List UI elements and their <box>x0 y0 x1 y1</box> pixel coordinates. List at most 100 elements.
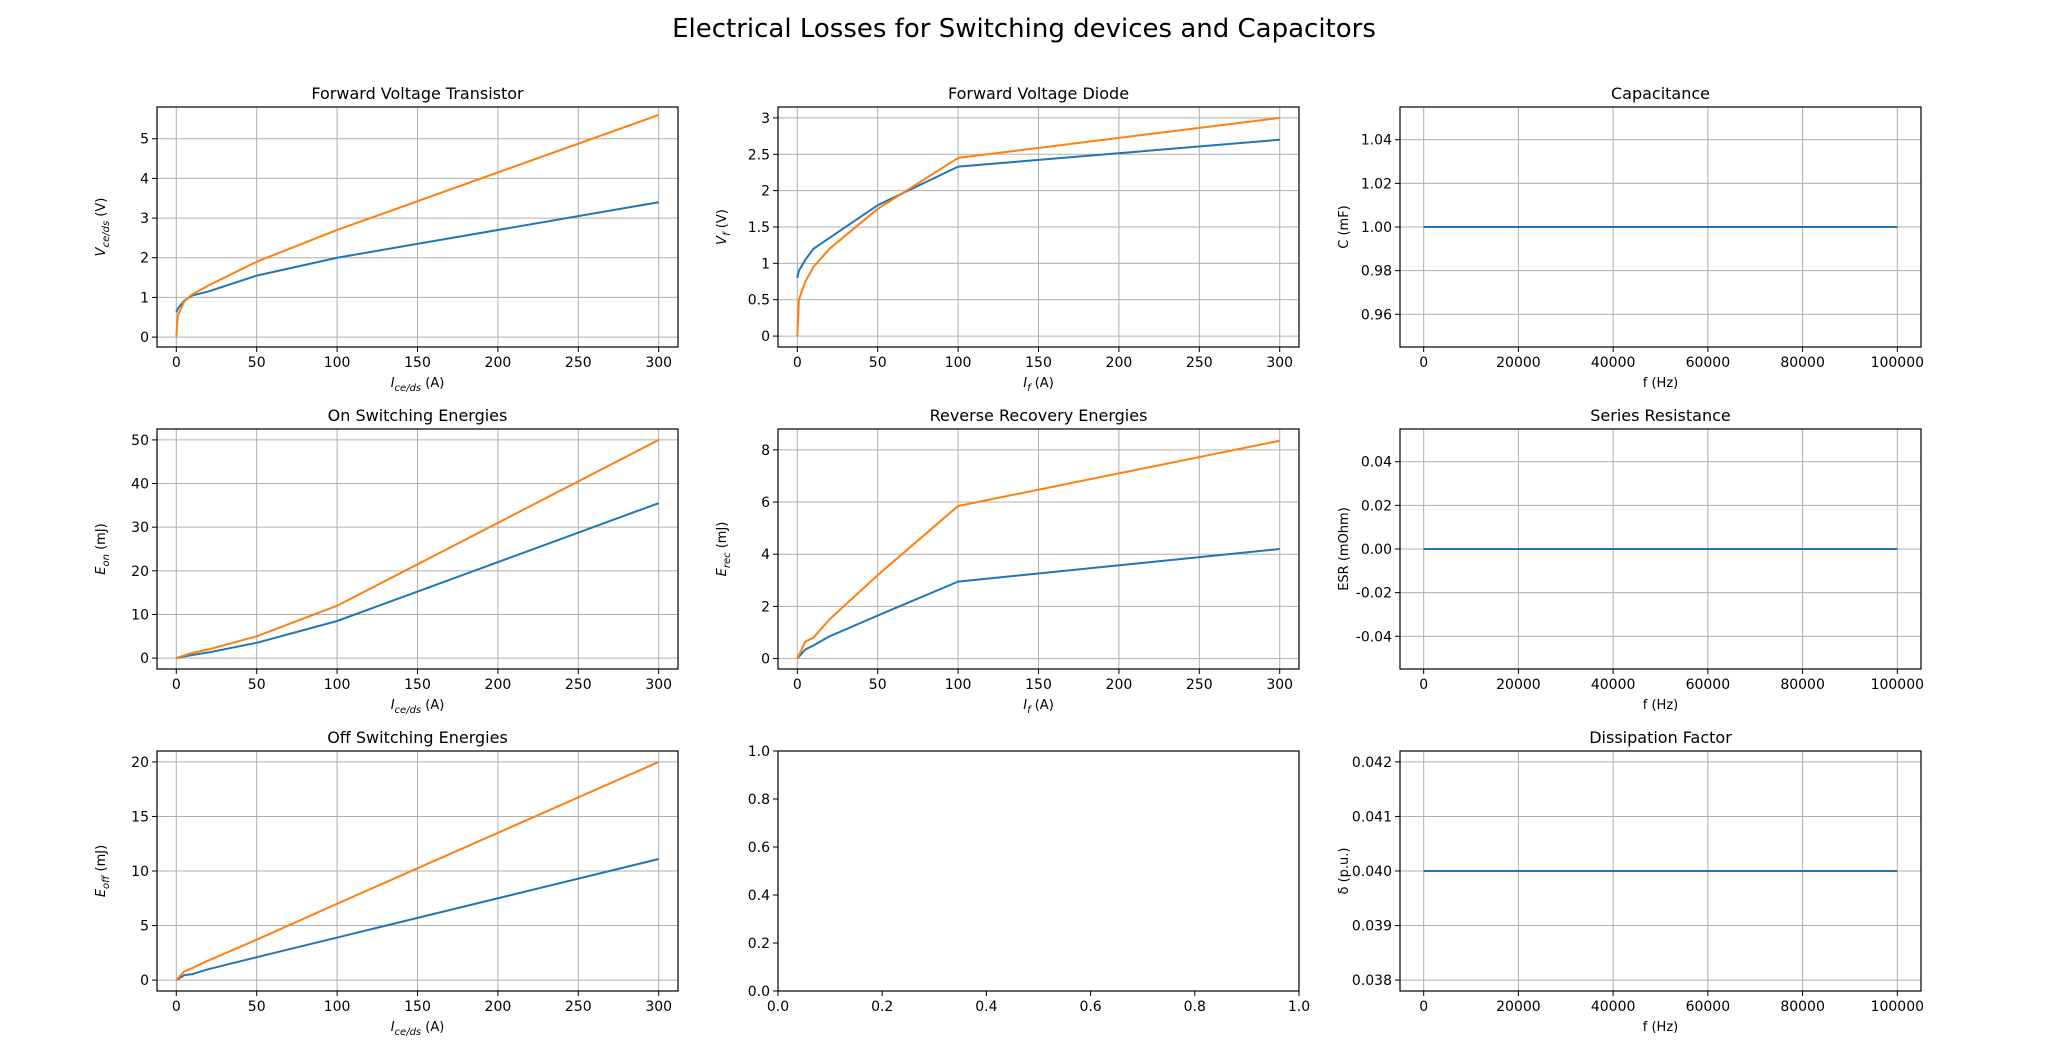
x-tick-label: 250 <box>565 677 592 693</box>
x-tick-label: 50 <box>248 677 266 693</box>
y-tick-label: 6 <box>761 495 770 511</box>
y-axis-label: Vce/ds (V) <box>94 198 112 257</box>
subplot-1: 0 50 100 150 200 250 300 0 1 2 3 4 5 Forward Voltage … <box>94 84 679 394</box>
series-line-series2 <box>175 760 660 981</box>
x-tick-label: 0.2 <box>871 999 893 1015</box>
y-tick-label: 0.6 <box>748 840 770 856</box>
y-tick-label: 1.02 <box>1361 176 1392 192</box>
series-line-series1 <box>175 858 659 981</box>
y-tick-label: 4 <box>761 547 770 563</box>
x-tick-label: 150 <box>1025 355 1052 371</box>
x-tick-label: 60000 <box>1686 677 1731 693</box>
y-tick-label: 0.042 <box>1352 755 1392 771</box>
figure-title: Electrical Losses for Switching devices … <box>672 14 1376 44</box>
x-tick-label: 250 <box>1186 677 1213 693</box>
y-axis-label: δ (p.u.) <box>1337 848 1352 895</box>
y-tick-label: 0.2 <box>748 936 770 952</box>
y-tick-label: 30 <box>131 520 149 536</box>
x-tick-label: 0 <box>793 355 802 371</box>
subplot-title: Capacitance <box>1611 84 1710 103</box>
y-tick-label: 0.038 <box>1352 973 1392 989</box>
y-tick-label: 1.00 <box>1361 220 1392 236</box>
y-axis-label: Eoff (mJ) <box>94 845 112 897</box>
subplot-title: On Switching Energies <box>328 406 508 425</box>
y-tick-label: 0.039 <box>1352 919 1392 935</box>
y-tick-label: 5 <box>140 919 149 935</box>
y-tick-label: 0 <box>140 330 149 346</box>
x-tick-label: 0 <box>172 355 181 371</box>
series-line-series2 <box>175 113 660 338</box>
y-tick-label: 20 <box>131 755 149 771</box>
x-tick-label: 50 <box>248 355 266 371</box>
x-tick-label: 60000 <box>1686 355 1731 371</box>
y-tick-label: 3 <box>761 111 770 127</box>
subplot-8: 0.0 0.2 0.4 0.6 0.8 1.0 0.0 0.2 0.4 0.6 0.8 1.0 <box>748 744 1310 1015</box>
x-axis-label: Ice/ds (A) <box>391 376 445 394</box>
subplot-title: Series Resistance <box>1590 406 1731 425</box>
y-tick-label: 50 <box>131 433 149 449</box>
subplot-3: 0 20000 40000 60000 80000 100000 0.96 0.98 1.00 1… <box>1337 84 1924 391</box>
x-tick-label: 200 <box>485 677 512 693</box>
y-tick-label: -0.04 <box>1356 629 1392 645</box>
x-tick-label: 150 <box>1025 677 1052 693</box>
x-axis-label: Ice/ds (A) <box>391 1020 445 1038</box>
y-tick-label: 10 <box>131 864 149 880</box>
y-axis-label: Erec (mJ) <box>715 522 733 577</box>
x-tick-label: 40000 <box>1591 677 1636 693</box>
subplot-4: 0 50 100 150 200 250 300 0 10 20 30 40 50 On Switchin… <box>94 406 679 716</box>
y-tick-label: 2 <box>761 184 770 200</box>
y-tick-label: 15 <box>131 809 149 825</box>
x-tick-label: 250 <box>565 999 592 1015</box>
y-tick-label: 0.98 <box>1361 264 1392 280</box>
y-axis-label: C (mF) <box>1337 205 1352 249</box>
x-tick-label: 0 <box>1419 677 1428 693</box>
y-tick-label: 3 <box>140 211 149 227</box>
y-tick-label: 2 <box>140 251 149 267</box>
subplot-2: 0 50 100 150 200 250 300 0 0.5 1 1.5 2 2.5 3 Forward V… <box>715 84 1300 394</box>
y-tick-label: 0 <box>761 329 770 345</box>
y-tick-label: 0 <box>140 973 149 989</box>
x-tick-label: 80000 <box>1780 999 1825 1015</box>
subplot-title: Forward Voltage Diode <box>948 84 1129 103</box>
y-tick-label: 0.5 <box>748 293 770 309</box>
x-tick-label: 150 <box>404 355 431 371</box>
x-tick-label: 250 <box>1186 355 1213 371</box>
y-tick-label: 1.5 <box>748 220 770 236</box>
x-tick-label: 60000 <box>1686 999 1731 1015</box>
x-tick-label: 100 <box>324 355 351 371</box>
subplot-7: 0 50 100 150 200 250 300 0 5 10 15 20 Off Switching … <box>94 728 679 1038</box>
x-tick-label: 0 <box>172 999 181 1015</box>
y-tick-label: 10 <box>131 607 149 623</box>
y-tick-label: 40 <box>131 477 149 493</box>
x-tick-label: 100 <box>945 677 972 693</box>
x-tick-label: 300 <box>645 677 672 693</box>
x-axis-label: f (Hz) <box>1643 376 1678 391</box>
x-axis-label: Ice/ds (A) <box>391 698 445 716</box>
y-tick-label: 0.00 <box>1361 542 1392 558</box>
y-axis-label: Vf (V) <box>715 209 733 245</box>
x-axis-label: f (Hz) <box>1643 1020 1678 1035</box>
y-tick-label: 0.8 <box>748 792 770 808</box>
x-tick-label: 0 <box>172 677 181 693</box>
y-tick-label: 5 <box>140 132 149 148</box>
x-tick-label: 50 <box>869 677 887 693</box>
x-axis-label: If (A) <box>1023 698 1054 716</box>
x-tick-label: 100000 <box>1871 677 1924 693</box>
x-tick-label: 20000 <box>1496 999 1541 1015</box>
x-tick-label: 150 <box>404 677 431 693</box>
x-tick-label: 100000 <box>1871 355 1924 371</box>
y-axis-label: ESR (mOhm) <box>1337 507 1352 591</box>
subplot-6: 0 20000 40000 60000 80000 100000 -0.04 -0.02 0.0… <box>1337 406 1924 713</box>
series-line-series2 <box>796 439 1280 659</box>
x-tick-label: 0 <box>1419 999 1428 1015</box>
x-tick-label: 300 <box>1266 677 1293 693</box>
subplot-title: Forward Voltage Transistor <box>311 84 524 103</box>
x-tick-label: 40000 <box>1591 999 1636 1015</box>
y-tick-label: 8 <box>761 443 770 459</box>
series-line-series1 <box>796 138 1280 279</box>
subplot-title: Reverse Recovery Energies <box>930 406 1148 425</box>
y-tick-label: -0.02 <box>1356 586 1392 602</box>
x-axis-label: f (Hz) <box>1643 698 1678 713</box>
y-tick-label: 1 <box>761 256 770 272</box>
x-tick-label: 300 <box>645 355 672 371</box>
